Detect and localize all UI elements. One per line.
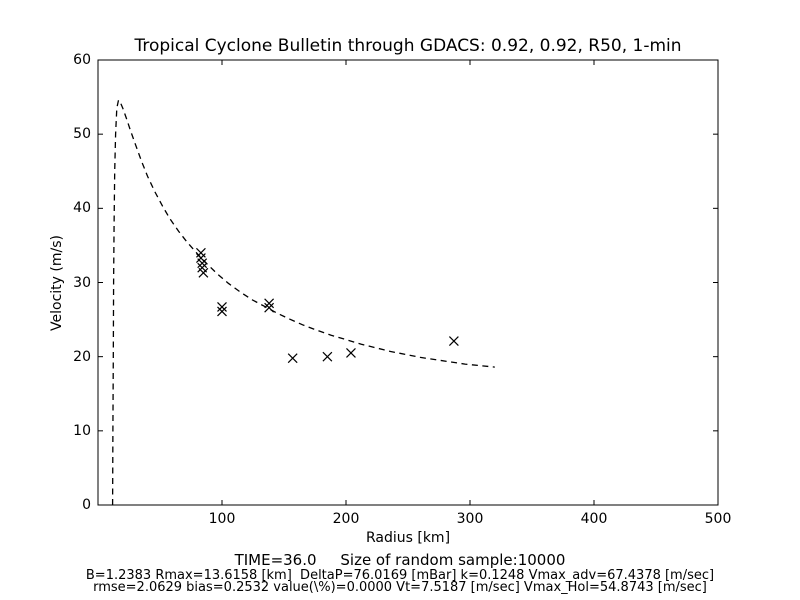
chart-title: Tropical Cyclone Bulletin through GDACS:…: [134, 36, 682, 56]
x-axis-label: Radius [km]: [365, 530, 451, 546]
observed-samples-marker-x: [197, 258, 208, 269]
footer-params-line: B=1.2383 Rmax=13.6158 [km] DeltaP=76.016…: [85, 568, 715, 583]
observed-samples-marker-x: [217, 306, 227, 317]
y-tick-label: 30: [73, 274, 91, 291]
footer-time-line: TIME=36.0 Size of random sample:10000: [234, 551, 566, 569]
y-tick-label: 20: [73, 348, 91, 365]
x-tick-label: 200: [332, 511, 360, 527]
y-tick-label: 0: [82, 497, 91, 513]
observed-samples-marker-x: [197, 262, 208, 273]
x-tick-label: 100: [208, 511, 236, 527]
y-tick-label: 60: [73, 52, 91, 68]
observed-samples-marker-x: [448, 336, 459, 347]
holland-wind-profile-curve: [111, 98, 495, 506]
observed-samples-marker-x: [264, 298, 275, 309]
y-tick-label: 40: [73, 200, 91, 217]
y-tick-label: 10: [73, 422, 91, 439]
observed-samples-marker-x: [217, 302, 227, 312]
observed-samples-marker-x: [346, 348, 356, 358]
x-tick-label: 500: [704, 511, 732, 527]
axes-frame: [97, 59, 719, 506]
x-tick-label: 400: [580, 511, 608, 527]
observed-samples-marker-x: [322, 351, 333, 362]
observed-samples-marker-x: [287, 353, 298, 364]
footer-stats-line: rmse=2.0629 bias=0.2532 value(\%)=0.0000…: [93, 580, 707, 595]
observed-samples-marker-x: [195, 253, 206, 263]
observed-samples-marker-x: [198, 267, 209, 278]
observed-samples-marker-x: [264, 302, 275, 313]
x-tick-label: 300: [456, 511, 484, 527]
y-tick-label: 50: [73, 126, 91, 143]
